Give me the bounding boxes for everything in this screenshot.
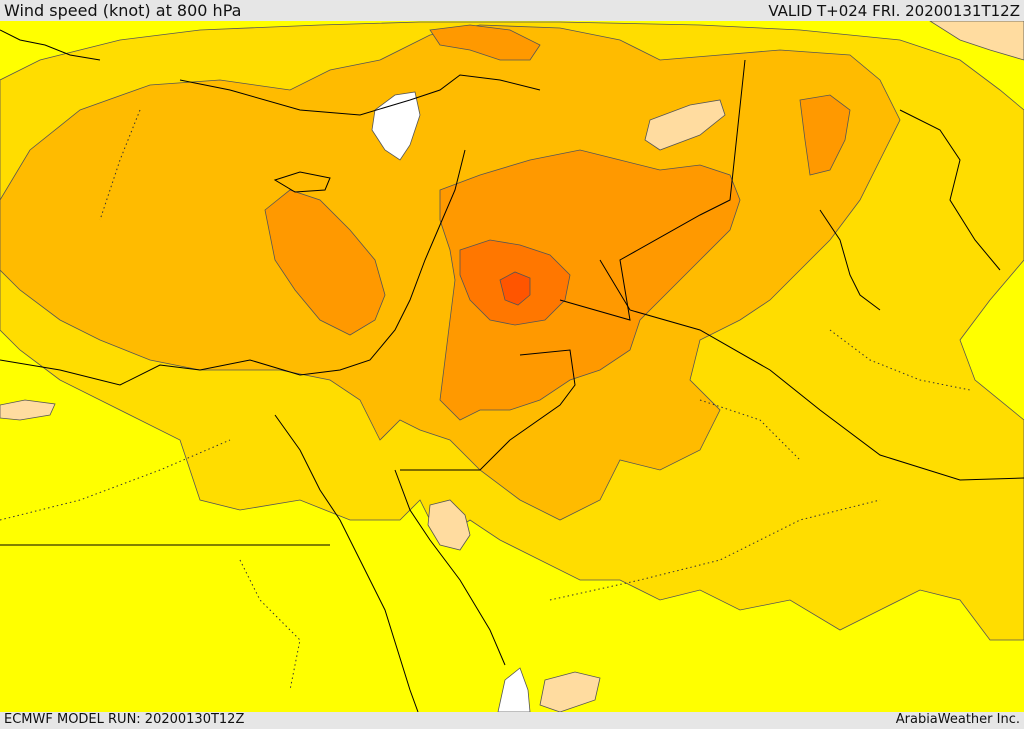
valid-time-label: VALID T+024 FRI. 20200131T12Z	[768, 2, 1020, 20]
wind-band-level-1	[427, 499, 471, 551]
wind-band-level-5	[264, 189, 386, 336]
country-borders	[0, 29, 1024, 712]
wind-speed-map	[0, 21, 1024, 712]
model-run-label: ECMWF MODEL RUN: 20200130T12Z	[4, 712, 245, 727]
wind-band-level-5	[799, 94, 851, 176]
wind-band-level-1	[644, 99, 726, 151]
map-title: Wind speed (knot) at 800 hPa	[4, 1, 242, 20]
wind-band-level-1	[0, 399, 56, 421]
wind-band-level-1	[539, 671, 601, 712]
wind-band-level-0	[371, 91, 421, 161]
credit-label: ArabiaWeather Inc.	[895, 712, 1020, 727]
wind-band-level-1	[929, 21, 1024, 61]
wind-band-level-7	[499, 271, 531, 306]
footer-bar: ECMWF MODEL RUN: 20200130T12Z ArabiaWeat…	[0, 712, 1024, 729]
wind-band-level-4	[0, 24, 901, 521]
wind-band-level-0	[497, 667, 531, 712]
region-dotted-lines	[0, 109, 971, 691]
wind-band-level-5	[439, 149, 741, 421]
wind-band-level-5	[429, 24, 541, 61]
header-bar: Wind speed (knot) at 800 hPa VALID T+024…	[0, 0, 1024, 21]
